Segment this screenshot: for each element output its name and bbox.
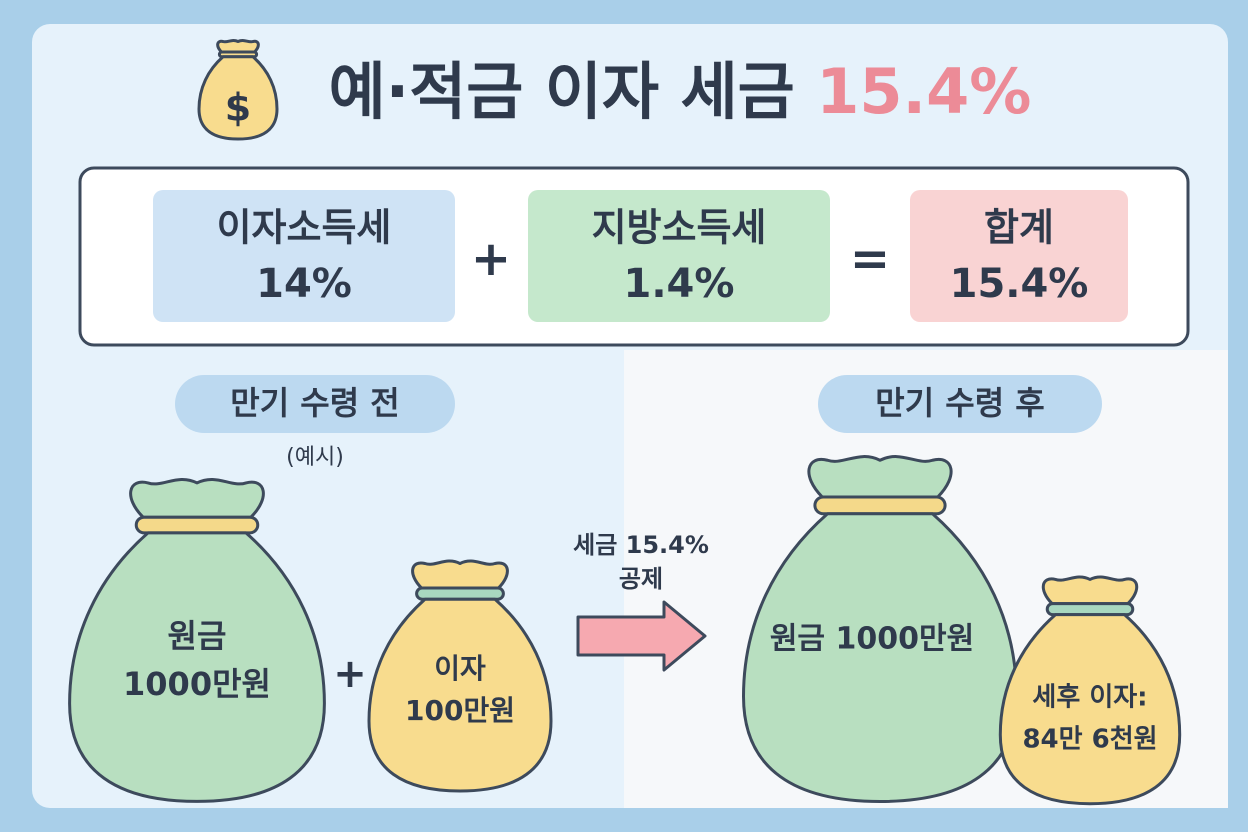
title-main: 예·적금 이자 세금: [329, 55, 795, 128]
note: (예시): [286, 445, 344, 470]
arrow-label: 세금 15.4%: [573, 531, 709, 559]
section-label: 만기 수령 전: [230, 384, 399, 422]
icon-symbol: $: [225, 86, 251, 130]
title: 예·적금 이자 세금 15.4%: [329, 55, 1032, 128]
title-highlight: 15.4%: [816, 55, 1031, 128]
title-icon: [199, 39, 277, 139]
section-pill: [175, 375, 455, 433]
bag-amount: 100만원: [405, 694, 515, 727]
section-label: 만기 수령 후: [875, 384, 1044, 422]
formula-item: [528, 190, 830, 322]
bag-label: 원금: [168, 617, 227, 655]
bag-label: 이자: [434, 652, 486, 685]
formula-value: 1.4%: [624, 261, 735, 307]
principal-bag: [70, 477, 325, 801]
arrow-label: 공제: [619, 565, 663, 593]
formula-label: 합계: [984, 206, 1054, 250]
formula-label: 지방소득세: [592, 206, 767, 250]
bag-amount: 1000만원: [123, 665, 271, 703]
operator: +: [333, 651, 367, 697]
formula-label: 이자소득세: [217, 206, 392, 250]
interest-bag: [369, 559, 551, 791]
formula-item: [910, 190, 1128, 322]
arrow: [576, 600, 707, 672]
principal-bag: [744, 454, 1017, 802]
formula-value: 14%: [256, 261, 352, 307]
section-pill: [818, 375, 1102, 433]
bag-amount: 84만 6천원: [1022, 725, 1157, 755]
operator: =: [850, 231, 890, 287]
bag-label: 세후 이자:: [1032, 683, 1147, 713]
formula-item: [153, 190, 455, 322]
operator: +: [471, 231, 511, 287]
interest-bag: [1000, 575, 1179, 804]
bag-label: 원금 1000만원: [770, 622, 974, 657]
formula-value: 15.4%: [950, 261, 1089, 307]
